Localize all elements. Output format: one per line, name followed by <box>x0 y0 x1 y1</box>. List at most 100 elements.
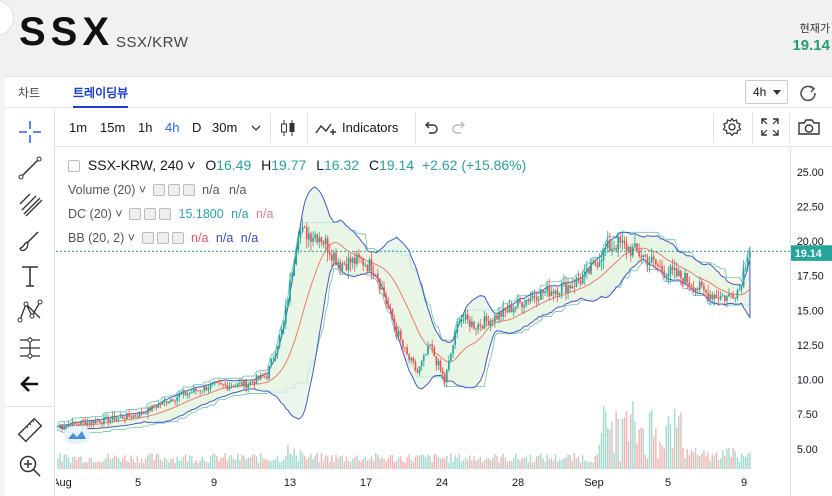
volume-bar <box>584 461 586 469</box>
candle-body <box>502 308 505 317</box>
volume-bar <box>473 456 475 469</box>
fullscreen-icon[interactable] <box>761 118 779 136</box>
eye-icon[interactable] <box>141 232 154 244</box>
candle-body <box>600 260 603 262</box>
volume-bar <box>418 456 421 469</box>
volume-bar <box>747 453 749 469</box>
interval-30m[interactable]: 30m <box>212 120 238 135</box>
candle-body <box>680 270 682 279</box>
volume-bar <box>462 460 465 469</box>
text-tool-icon[interactable] <box>16 262 44 290</box>
candle-body <box>613 248 615 250</box>
candle-body <box>598 261 601 267</box>
volume-bar <box>565 457 567 469</box>
price-chart[interactable] <box>56 147 790 469</box>
candle-body <box>144 413 147 414</box>
eye-icon[interactable] <box>152 184 165 196</box>
interval-1m[interactable]: 1m <box>69 120 88 135</box>
interval-d[interactable]: D <box>192 120 202 135</box>
time-axis[interactable]: Aug 5 9 13 17 24 28 Sep 5 9 <box>56 469 790 496</box>
candle-body <box>111 416 114 420</box>
candle-body <box>590 262 592 274</box>
candle-body <box>571 286 574 289</box>
volume-bar <box>648 412 651 469</box>
camera-icon[interactable] <box>797 118 821 136</box>
candle-body <box>542 289 544 293</box>
volume-bar <box>456 458 458 469</box>
candle-body <box>533 295 536 297</box>
candle-body <box>78 424 80 426</box>
undo-icon[interactable] <box>423 120 439 136</box>
volume-bar <box>563 458 565 469</box>
redo-icon[interactable] <box>451 120 467 136</box>
candle-body <box>333 252 335 261</box>
ruler-icon[interactable] <box>16 416 44 444</box>
collapse-legend-icon[interactable] <box>68 160 80 172</box>
interval-1h[interactable]: 1h <box>138 120 153 135</box>
volume-bar <box>280 462 283 469</box>
volume-bar <box>477 459 479 469</box>
time-tick-label: 5 <box>135 477 141 489</box>
volume-bar <box>222 457 224 469</box>
tab-chart[interactable]: 차트 <box>18 86 41 100</box>
close-icon[interactable] <box>182 184 195 196</box>
candle-style-icon[interactable] <box>279 118 297 138</box>
volume-bar <box>475 460 477 469</box>
volume-bar <box>337 458 339 469</box>
candle-body <box>425 354 427 356</box>
volume-bar <box>349 461 352 469</box>
candle-body <box>190 392 193 394</box>
tab-tradingview[interactable]: 트레이딩뷰 <box>73 84 129 108</box>
candle-body <box>86 422 89 426</box>
interval-select[interactable]: 4h <box>745 80 788 104</box>
close-icon[interactable] <box>159 208 172 220</box>
candle-body <box>318 237 321 243</box>
volume-bar <box>299 450 302 469</box>
volume-bar <box>391 455 394 469</box>
chevron-down-icon[interactable]: ˅ <box>187 157 196 173</box>
brush-icon[interactable] <box>16 226 44 254</box>
interval-4h[interactable]: 4h <box>165 120 180 135</box>
zoom-in-icon[interactable] <box>16 452 44 480</box>
volume-bar <box>155 453 157 469</box>
settings-gear-icon[interactable] <box>722 117 742 137</box>
candle-body <box>577 278 580 281</box>
volume-bar <box>136 455 139 469</box>
candle-body <box>345 264 348 271</box>
refresh-icon[interactable] <box>797 82 819 104</box>
settings-icon[interactable] <box>167 184 180 196</box>
bb-value-2: n/a <box>215 231 234 245</box>
volume-bar <box>492 458 494 469</box>
settings-icon[interactable] <box>144 208 157 220</box>
chevron-down-icon[interactable] <box>251 123 261 133</box>
candle-body <box>517 299 519 307</box>
volume-bar <box>686 449 688 469</box>
candle-body <box>567 285 569 293</box>
volume-bar <box>324 455 327 469</box>
interval-15m[interactable]: 15m <box>100 120 126 135</box>
volume-bar <box>306 459 308 469</box>
close-icon[interactable] <box>171 232 184 244</box>
crosshair-icon[interactable] <box>16 118 44 146</box>
pattern-tool-icon[interactable] <box>16 298 44 326</box>
arrow-left-icon[interactable] <box>16 370 44 398</box>
bb-value-1: n/a <box>191 231 209 245</box>
volume-bar <box>471 460 473 469</box>
price-axis[interactable]: 5.00 7.50 10.00 12.50 15.00 17.50 20.00 22.50 25… <box>790 147 832 496</box>
indicators-button[interactable]: Indicators <box>342 120 399 135</box>
indicators-icon[interactable] <box>315 121 337 137</box>
candle-body <box>305 226 308 240</box>
volume-bar <box>138 462 141 469</box>
volume-bar <box>333 461 335 469</box>
volume-bar <box>617 419 619 469</box>
trend-line-icon[interactable] <box>16 154 44 182</box>
fib-channel-icon[interactable] <box>16 190 44 218</box>
settings-icon[interactable] <box>156 232 169 244</box>
volume-bar <box>519 460 521 469</box>
candle-body <box>510 305 513 313</box>
prediction-tool-icon[interactable] <box>16 334 44 362</box>
eye-icon[interactable] <box>129 208 142 220</box>
candle-body <box>617 236 620 251</box>
candle-body <box>692 286 695 292</box>
volume-bar <box>636 443 638 469</box>
